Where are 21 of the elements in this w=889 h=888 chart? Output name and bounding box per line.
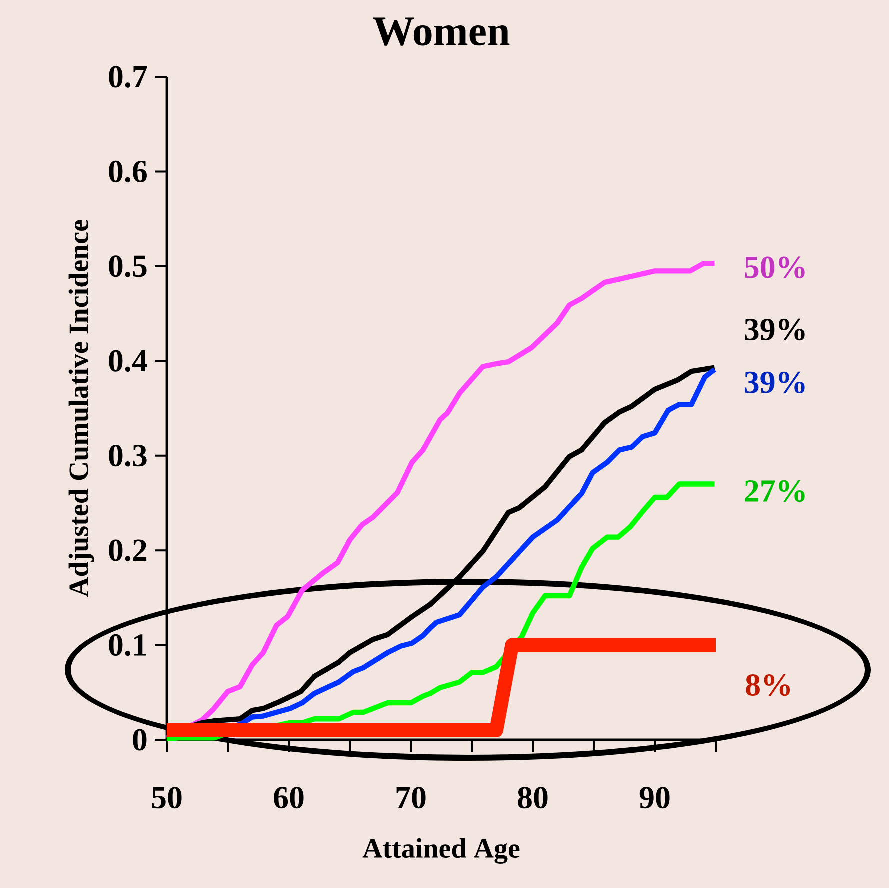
y-tick-label: 0.3 <box>109 445 147 467</box>
series-label: 50% <box>745 256 805 278</box>
x-axis-title: Attained Age <box>362 838 520 864</box>
y-tick-label: 0.1 <box>109 634 146 656</box>
chart-title: Women <box>373 18 510 46</box>
y-tick-label: 0.5 <box>109 256 147 278</box>
x-tick-label: 60 <box>274 787 304 809</box>
y-tick-label: 0 <box>133 729 147 751</box>
series-label: 8% <box>746 674 790 696</box>
x-tick-label: 80 <box>518 787 548 809</box>
y-axis-title: Adjusted Cumulative Incidence <box>68 220 94 598</box>
x-tick-label: 70 <box>396 787 426 809</box>
y-tick-label: 0.4 <box>109 350 148 372</box>
series-label: 27% <box>745 480 805 502</box>
y-tick-label: 0.2 <box>109 540 147 562</box>
x-tick-label: 50 <box>152 787 182 809</box>
series-label: 39% <box>745 372 805 394</box>
y-tick-label: 0.6 <box>109 160 147 183</box>
series-label: 39% <box>745 318 805 341</box>
x-tick-label: 90 <box>640 787 670 809</box>
y-tick-label: 0.7 <box>109 66 148 88</box>
